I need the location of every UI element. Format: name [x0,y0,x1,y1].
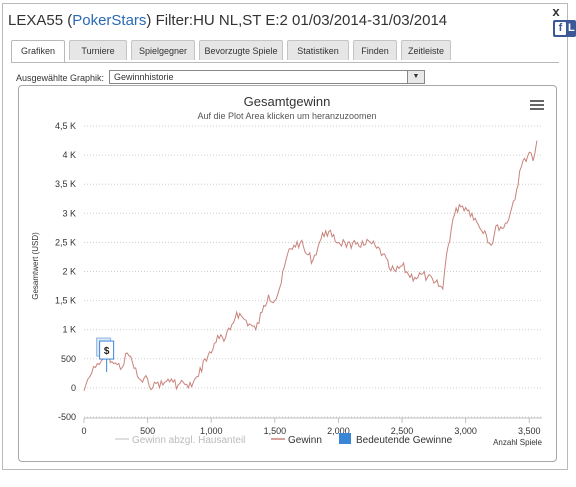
y-tick-label: 1,5 K [55,296,76,306]
x-tick-label: 500 [140,426,155,436]
close-icon[interactable]: x [552,4,560,19]
chart-legend: Gewinn abzgl. Hausanteil Gewinn Bedeutende… [115,433,453,446]
y-tick-label: -500 [58,412,76,422]
y-tick-label: 3,5 K [55,179,76,189]
tab-grafiken[interactable]: Grafiken [11,40,65,62]
y-tick-label: 2,5 K [55,237,76,247]
y-tick-label: 0 [71,383,76,393]
session-window: LEXA55 (PokerStars) Filter:HU NL,ST E:2 … [2,3,568,470]
graph-select[interactable]: Gewinnhistorie ▼ [109,70,425,84]
title-prefix: LEXA55 ( [8,12,73,29]
tab-statistiken[interactable]: Statistiken [287,40,349,60]
legend-item-bedeutende[interactable]: Bedeutende Gewinne [339,433,453,446]
tab-finden[interactable]: Finden [353,40,397,60]
graph-select-label: Ausgewählte Graphik: [16,73,105,83]
menu-icon[interactable] [530,100,544,110]
chevron-down-icon[interactable]: ▼ [407,71,424,83]
tab-zeitleiste[interactable]: Zeitleiste [401,40,451,60]
title-suffix: ) Filter:HU NL,ST E:2 01/03/2014-31/03/2… [146,12,448,29]
site-link[interactable]: PokerStars [72,12,147,29]
chart-subtitle: Auf die Plot Area klicken um heranzuzoom… [197,111,376,121]
y-tick-label: 4 K [62,150,76,160]
window-title: LEXA55 (PokerStars) Filter:HU NL,ST E:2 … [3,4,567,38]
chart-panel[interactable]: -500 0 500 1 K 1,5 K 2 K 2,5 K 3 K 3,5 K 4 K 4,5 K… [18,85,557,462]
x-tick-label: 1,500 [264,426,287,436]
x-tick-label: 3,000 [454,426,477,436]
tab-bar: Grafiken Turniere Spielgegner Bevorzugte… [11,40,559,63]
gewinn-chart[interactable]: -500 0 500 1 K 1,5 K 2 K 2,5 K 3 K 3,5 K 4 K 4,5 K… [19,86,556,461]
svg-text:Gewinn: Gewinn [288,435,322,446]
chart-title: Gesamtgewinn [244,94,331,109]
legend-item-gewinn[interactable]: Gewinn [271,435,322,446]
svg-text:Bedeutende Gewinne: Bedeutende Gewinne [356,435,453,446]
y-tick-label: 2 K [62,267,76,277]
y-tick-label: 500 [61,354,76,364]
facebook-badge-text: L [568,22,575,34]
tab-turniere[interactable]: Turniere [69,40,127,60]
x-tick-label: 3,500 [518,426,541,436]
graph-select-value: Gewinnhistorie [114,72,174,82]
svg-text:Gewinn abzgl. Hausanteil: Gewinn abzgl. Hausanteil [132,435,245,446]
svg-text:$: $ [104,346,110,357]
y-axis-label: Gesamtwert (USD) [31,232,40,300]
series-gewinn-line [83,140,538,391]
tab-bevorzugte-spiele[interactable]: Bevorzugte Spiele [199,40,283,60]
x-tick-label: 2,000 [327,426,350,436]
x-tick-label: 2,500 [391,426,414,436]
x-axis-label: Anzahl Spiele [493,438,542,447]
x-tick-label: 0 [81,426,86,436]
legend-item-abzgl[interactable]: Gewinn abzgl. Hausanteil [115,435,245,446]
y-tick-label: 4,5 K [55,121,76,131]
bedeutende-gewinne-marker[interactable]: $ [96,337,115,373]
y-tick-label: 1 K [62,325,76,335]
tab-spielgegner[interactable]: Spielgegner [131,40,195,60]
y-tick-label: 3 K [62,208,76,218]
x-tick-label: 1,000 [200,426,223,436]
